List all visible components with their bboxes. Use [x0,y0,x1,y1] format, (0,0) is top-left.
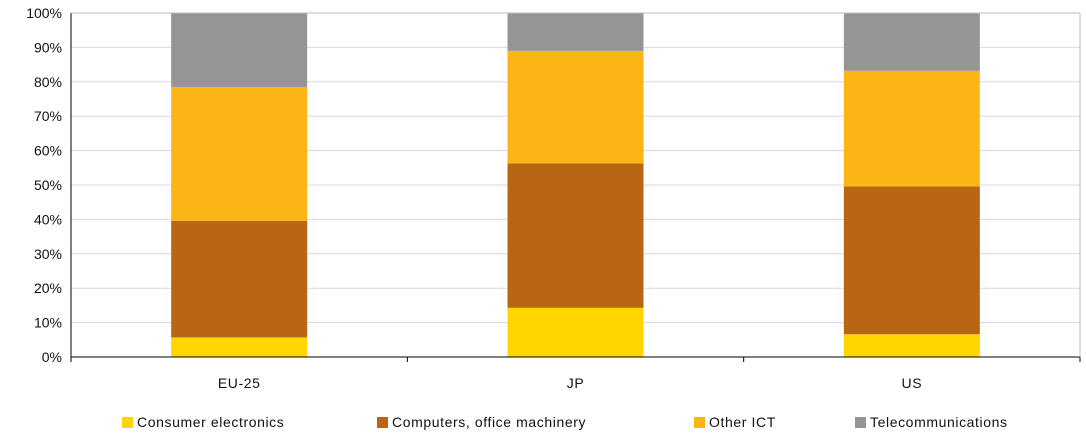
y-tick-label: 40% [34,211,62,227]
axes-layer [70,12,1081,362]
x-tick-label: JP [567,375,585,391]
x-tick-label: US [902,375,923,391]
bar-segment-eu-25-4 [171,13,308,87]
x-tick-labels: EU-25 JP US [218,375,922,391]
y-tick-label: 10% [34,315,62,331]
legend-swatch [694,417,705,428]
bars-layer [171,13,980,357]
legend-label: Other ICT [709,414,776,430]
legend-swatch [122,417,133,428]
bar-segment-jp-1 [507,307,644,357]
bar-segment-us-4 [843,13,980,71]
bar-segment-us-2 [843,186,980,335]
bar-segment-jp-3 [507,50,644,164]
y-tick-label: 100% [26,5,62,21]
legend-label: Computers, office machinery [392,414,586,430]
y-tick-label: 20% [34,280,62,296]
legend: Consumer electronics Computers, office ma… [122,414,1008,430]
legend-swatch [377,417,388,428]
y-tick-label: 70% [34,108,62,124]
legend-label: Consumer electronics [137,414,284,430]
bar-segment-us-3 [843,70,980,187]
bar-segment-jp-4 [507,13,644,51]
y-tick-label: 0% [42,349,62,365]
bar-segment-eu-25-3 [171,86,308,221]
x-tick-label: EU-25 [218,375,261,391]
legend-label: Telecommunications [870,414,1008,430]
y-tick-label: 30% [34,246,62,262]
legend-swatch [855,417,866,428]
y-tick-label: 50% [34,177,62,193]
y-tick-label: 60% [34,143,62,159]
y-tick-labels: 0% 10% 20% 30% 40% 50% 60% 70% 80% 90% 100% [26,5,62,365]
bar-segment-jp-2 [507,163,644,308]
y-tick-label: 80% [34,74,62,90]
bar-segment-eu-25-1 [171,337,308,357]
y-tick-label: 90% [34,39,62,55]
bar-segment-eu-25-2 [171,220,308,338]
bar-segment-us-1 [843,334,980,357]
